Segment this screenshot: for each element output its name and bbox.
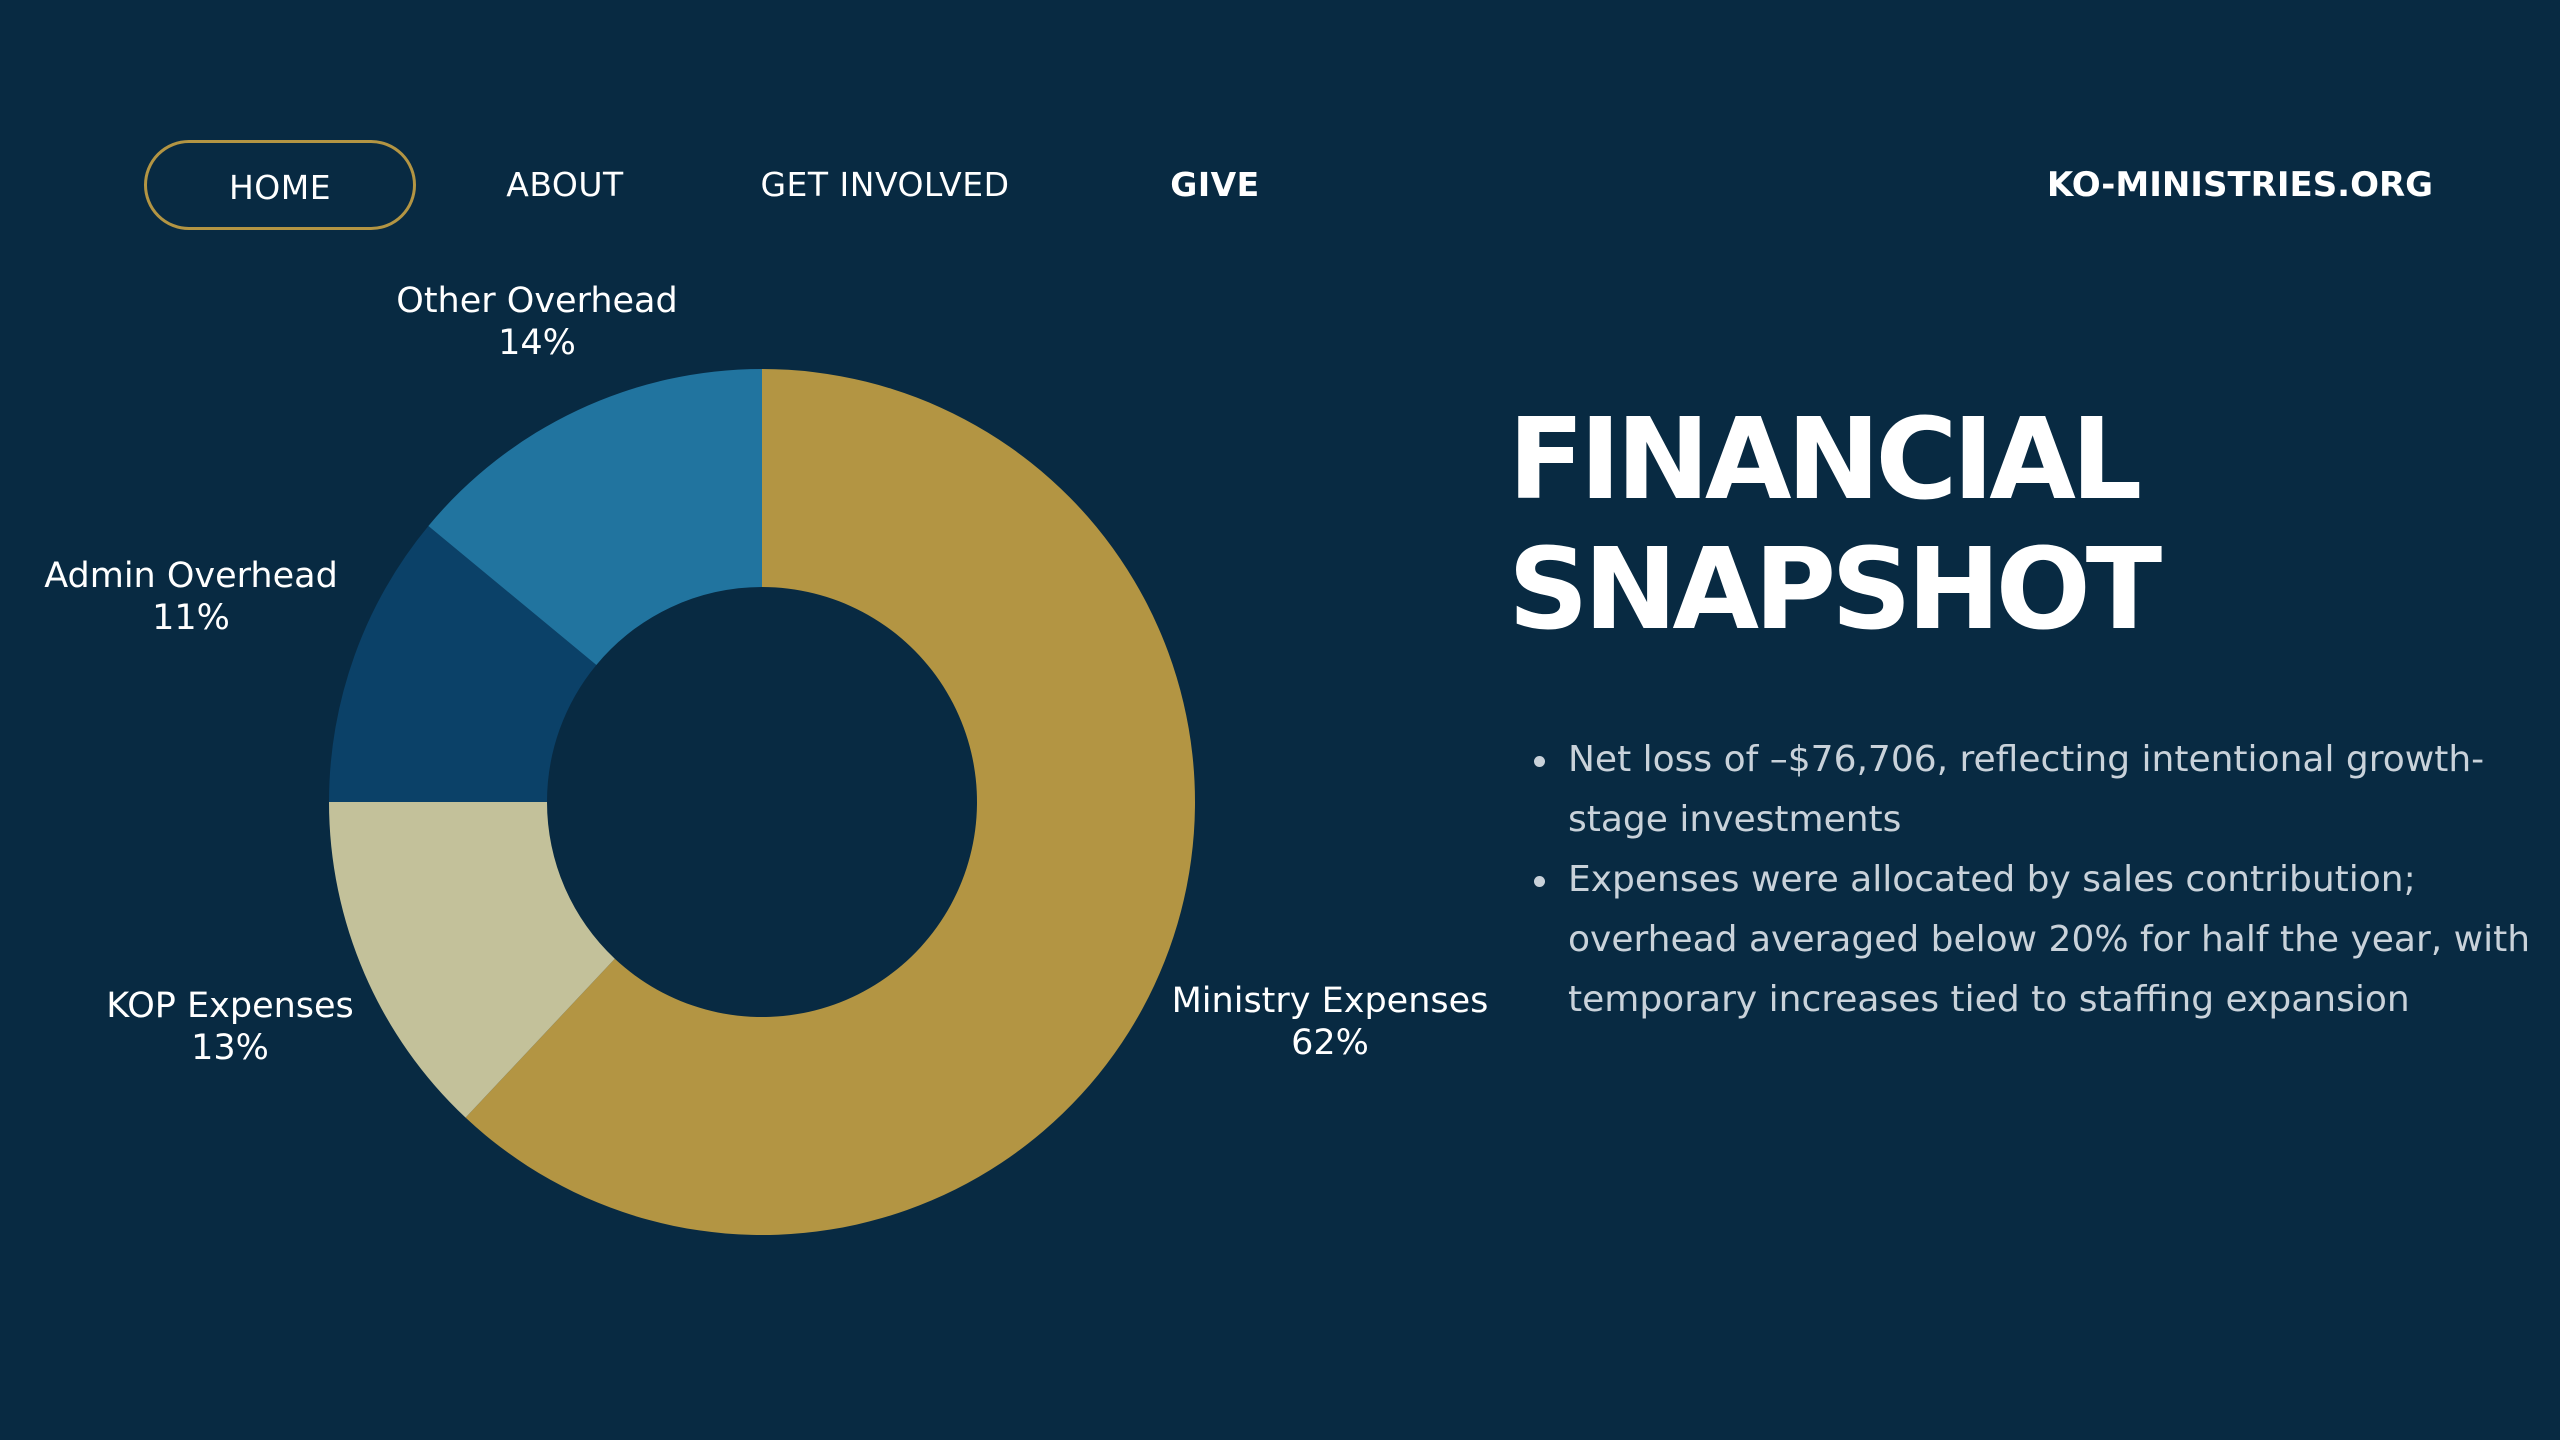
summary-bullet: Expenses were allocated by sales contrib…: [1534, 850, 2560, 1030]
nav-give-link[interactable]: GIVE: [1170, 165, 1260, 204]
slice-label-value: 11%: [152, 598, 230, 638]
nav-about-link[interactable]: ABOUT: [506, 165, 624, 204]
donut-chart: Ministry Expenses 62% KOP Expenses 13% Admin…: [0, 250, 1520, 1300]
nav-get-involved-link[interactable]: GET INVOLVED: [760, 165, 1010, 204]
page-title-line-1: FINANCIAL: [1508, 395, 2142, 525]
summary-bullet: Net loss of –$76,706, reflecting intenti…: [1534, 730, 2560, 850]
summary-bullet-list: Net loss of –$76,706, reflecting intenti…: [1530, 730, 2560, 1030]
donut-slice-ministry-expenses: [465, 369, 1196, 1235]
site-url-link[interactable]: KO-MINISTRIES.ORG: [2046, 165, 2434, 205]
slice-label: Other Overhead 14%: [396, 280, 677, 364]
slice-label-name: Admin Overhead: [44, 556, 338, 596]
slice-label: Admin Overhead 11%: [44, 555, 338, 639]
page-title: FINANCIAL SNAPSHOT: [1508, 395, 2162, 655]
slice-label: KOP Expenses 13%: [106, 985, 354, 1069]
slice-label-value: 13%: [191, 1028, 269, 1068]
donut-slice-admin-overhead: [329, 525, 597, 802]
nav-home-button[interactable]: HOME: [144, 140, 416, 230]
slice-label-name: Ministry Expenses: [1171, 981, 1489, 1021]
slice-label: Ministry Expenses 62%: [1172, 980, 1489, 1064]
slice-label-name: Other Overhead: [396, 281, 678, 321]
page-title-line-2: SNAPSHOT: [1508, 525, 2162, 655]
donut-slice-kop-expenses: [329, 802, 615, 1118]
slice-label-name: KOP Expenses: [106, 986, 354, 1026]
slice-label-value: 62%: [1291, 1023, 1369, 1063]
top-nav: HOME ABOUT GET INVOLVED GIVE KO-MINISTRI…: [0, 0, 2560, 300]
donut-chart-svg: [329, 369, 1196, 1235]
slice-label-value: 14%: [498, 323, 576, 363]
donut-slice-other-overhead: [428, 369, 762, 665]
